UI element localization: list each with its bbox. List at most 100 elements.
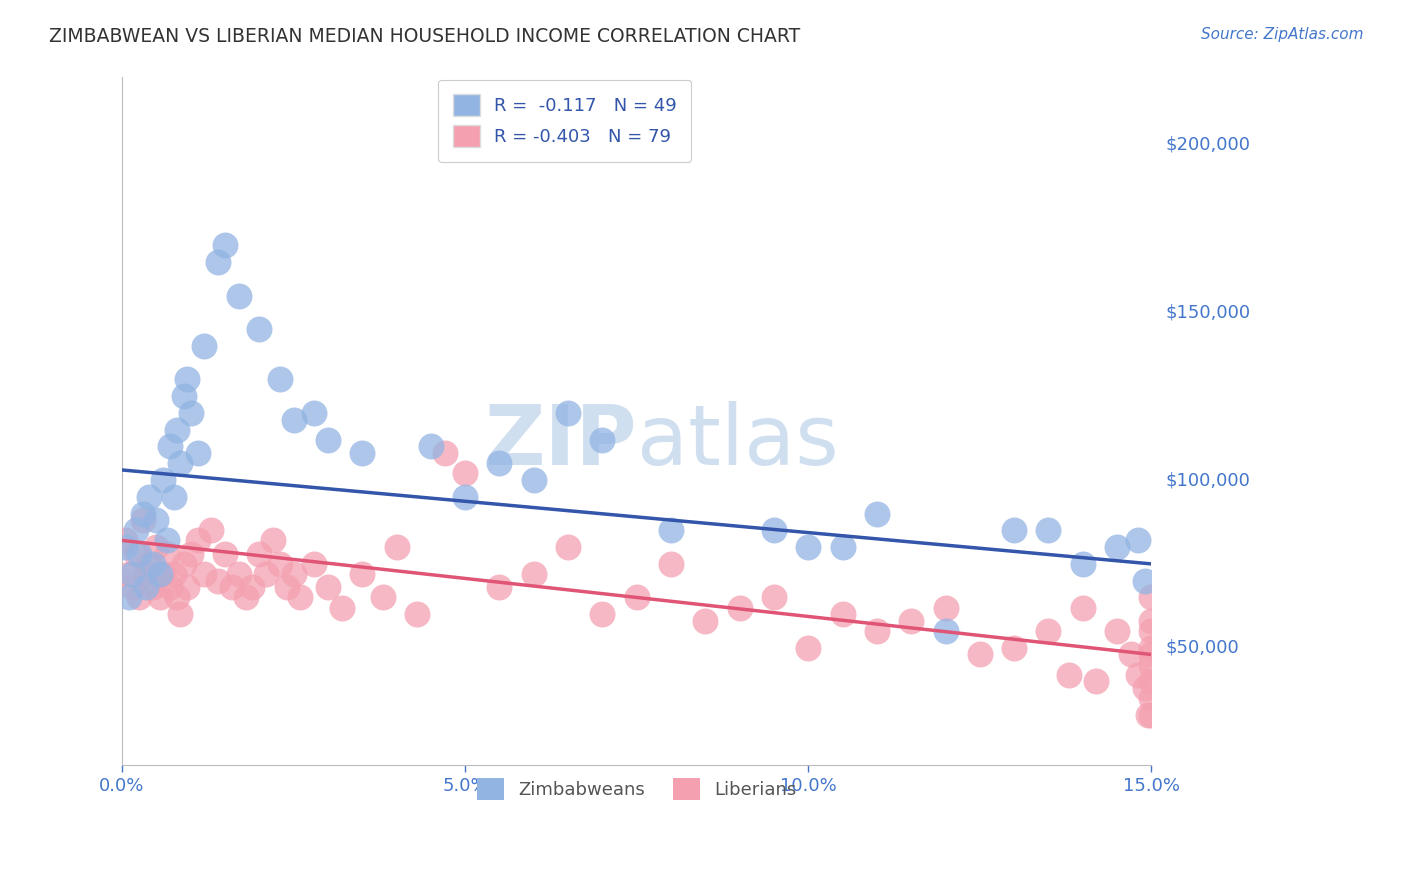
Point: [406, 607, 429, 622]
Point: [221, 581, 243, 595]
Point: [180, 406, 202, 420]
Point: [302, 557, 325, 571]
Point: [207, 255, 229, 269]
Point: [125, 524, 148, 538]
Point: [200, 524, 222, 538]
Point: [934, 600, 956, 615]
Point: [214, 238, 236, 252]
Point: [488, 581, 510, 595]
Point: [118, 566, 141, 581]
Point: [169, 607, 191, 622]
Point: [193, 339, 215, 353]
Point: [228, 566, 250, 581]
Point: [145, 513, 167, 527]
Point: [180, 547, 202, 561]
Point: [149, 591, 172, 605]
Point: [1140, 648, 1163, 662]
Point: [176, 581, 198, 595]
Point: [866, 624, 889, 638]
Point: [142, 557, 165, 571]
Point: [1071, 557, 1094, 571]
Point: [1126, 533, 1149, 548]
Point: [591, 607, 613, 622]
Text: $200,000: $200,000: [1166, 136, 1250, 153]
Point: [152, 473, 174, 487]
Point: [1140, 674, 1163, 689]
Point: [831, 607, 853, 622]
Point: [523, 473, 546, 487]
Point: [159, 440, 181, 454]
Point: [523, 566, 546, 581]
Point: [186, 533, 208, 548]
Point: [302, 406, 325, 420]
Point: [695, 614, 717, 628]
Point: [866, 507, 889, 521]
Point: [247, 322, 270, 336]
Point: [1140, 624, 1163, 638]
Point: [166, 591, 188, 605]
Point: [762, 591, 785, 605]
Point: [162, 566, 184, 581]
Point: [121, 581, 143, 595]
Point: [352, 566, 374, 581]
Text: Source: ZipAtlas.com: Source: ZipAtlas.com: [1201, 27, 1364, 42]
Point: [242, 581, 264, 595]
Point: [626, 591, 648, 605]
Text: ZIMBABWEAN VS LIBERIAN MEDIAN HOUSEHOLD INCOME CORRELATION CHART: ZIMBABWEAN VS LIBERIAN MEDIAN HOUSEHOLD …: [49, 27, 800, 45]
Legend: Zimbabweans, Liberians: Zimbabweans, Liberians: [463, 764, 811, 814]
Point: [114, 540, 136, 554]
Point: [207, 574, 229, 588]
Point: [135, 581, 157, 595]
Point: [728, 600, 751, 615]
Point: [121, 566, 143, 581]
Point: [247, 547, 270, 561]
Point: [173, 389, 195, 403]
Text: $100,000: $100,000: [1166, 471, 1250, 489]
Point: [900, 614, 922, 628]
Point: [166, 423, 188, 437]
Point: [186, 446, 208, 460]
Point: [131, 513, 153, 527]
Point: [1140, 691, 1163, 706]
Point: [269, 557, 291, 571]
Point: [228, 288, 250, 302]
Point: [1107, 540, 1129, 554]
Point: [1126, 667, 1149, 681]
Point: [1119, 648, 1142, 662]
Point: [330, 600, 353, 615]
Point: [659, 524, 682, 538]
Point: [214, 547, 236, 561]
Point: [128, 591, 150, 605]
Point: [419, 440, 441, 454]
Point: [352, 446, 374, 460]
Point: [1140, 657, 1163, 672]
Point: [454, 467, 477, 481]
Point: [118, 591, 141, 605]
Point: [488, 456, 510, 470]
Point: [797, 640, 820, 655]
Point: [142, 581, 165, 595]
Point: [659, 557, 682, 571]
Point: [1038, 524, 1060, 538]
Point: [1140, 591, 1163, 605]
Point: [591, 433, 613, 447]
Point: [1002, 640, 1025, 655]
Point: [1133, 574, 1156, 588]
Point: [831, 540, 853, 554]
Point: [149, 566, 172, 581]
Point: [1085, 674, 1108, 689]
Point: [173, 557, 195, 571]
Point: [145, 540, 167, 554]
Point: [159, 581, 181, 595]
Point: [152, 566, 174, 581]
Point: [454, 490, 477, 504]
Point: [1140, 707, 1163, 722]
Point: [131, 507, 153, 521]
Point: [934, 624, 956, 638]
Text: ZIP: ZIP: [484, 401, 637, 483]
Point: [254, 566, 277, 581]
Point: [557, 540, 579, 554]
Point: [433, 446, 456, 460]
Point: [138, 557, 160, 571]
Point: [1136, 707, 1159, 722]
